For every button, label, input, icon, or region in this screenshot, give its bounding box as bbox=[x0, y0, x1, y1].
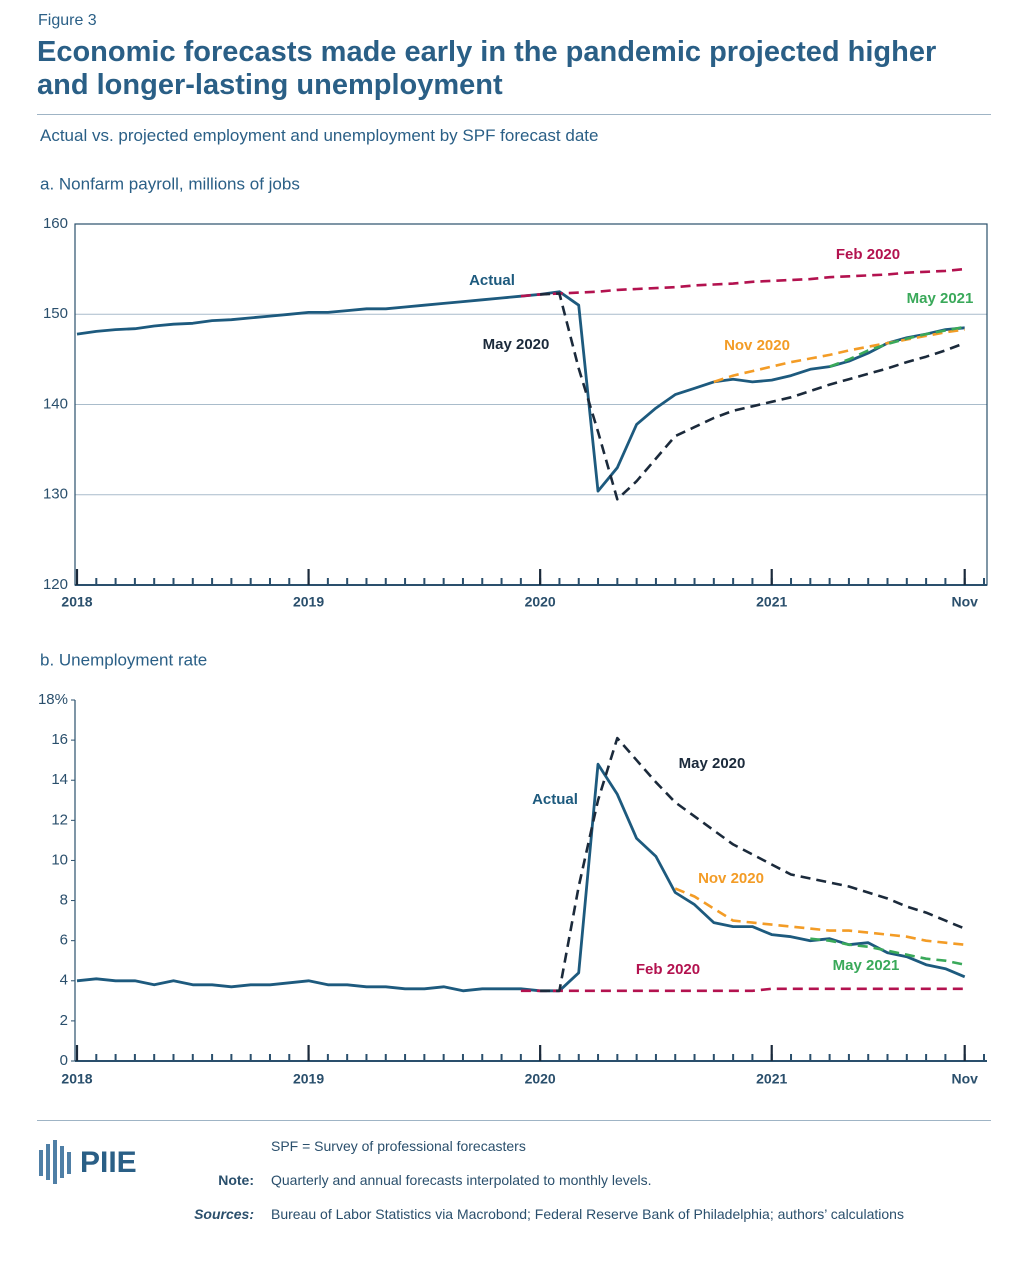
series-label: Actual bbox=[532, 791, 578, 808]
x-tick-label: 2021 bbox=[756, 1071, 787, 1087]
logo-icon bbox=[39, 1140, 71, 1184]
y-tick-label: 10 bbox=[51, 851, 68, 868]
series-label: May 2021 bbox=[833, 957, 900, 974]
x-tick-label: Nov bbox=[951, 1071, 978, 1087]
series-label: May 2021 bbox=[907, 290, 974, 307]
series-line bbox=[76, 762, 966, 993]
series-line bbox=[829, 325, 965, 368]
series-line bbox=[540, 292, 966, 501]
series-label: Actual bbox=[469, 272, 515, 289]
y-tick-label: 18% bbox=[38, 691, 68, 708]
y-tick-label: 0 bbox=[60, 1052, 68, 1069]
footer-rule bbox=[37, 1120, 991, 1121]
title: Economic forecasts made early in the pan… bbox=[37, 36, 937, 101]
y-tick-label: 16 bbox=[51, 731, 68, 748]
y-tick-label: 12 bbox=[51, 811, 68, 828]
y-tick-label: 160 bbox=[43, 215, 68, 232]
y-tick-label: 8 bbox=[60, 892, 68, 909]
series-line bbox=[520, 987, 965, 993]
series-line bbox=[520, 267, 965, 298]
x-tick-label: 2021 bbox=[756, 594, 787, 610]
x-tick-label: Nov bbox=[951, 594, 978, 610]
series-line bbox=[713, 328, 965, 384]
x-tick-label: 2018 bbox=[61, 594, 92, 610]
x-tick-label: 2020 bbox=[525, 1071, 556, 1087]
chart-title: a. Nonfarm payroll, millions of jobs bbox=[40, 174, 300, 193]
x-tick-label: 2018 bbox=[61, 1071, 92, 1087]
series-line bbox=[674, 887, 965, 946]
series-label: Nov 2020 bbox=[698, 870, 764, 887]
y-tick-label: 6 bbox=[60, 932, 68, 949]
series-label: May 2020 bbox=[679, 755, 746, 772]
note: Quarterly and annual forecasts interpola… bbox=[271, 1172, 652, 1188]
subtitle: Actual vs. projected employment and unem… bbox=[40, 126, 599, 145]
series-label: Nov 2020 bbox=[724, 337, 790, 354]
y-tick-label: 140 bbox=[43, 395, 68, 412]
y-tick-label: 150 bbox=[43, 305, 68, 322]
y-tick-label: 2 bbox=[60, 1012, 68, 1029]
note-label: Note: bbox=[218, 1172, 254, 1188]
series-label: May 2020 bbox=[483, 336, 550, 353]
series-line bbox=[810, 937, 965, 966]
series-label: Feb 2020 bbox=[836, 246, 900, 263]
abbreviation: SPF = Survey of professional forecasters bbox=[271, 1138, 526, 1154]
y-tick-label: 14 bbox=[51, 771, 68, 788]
series-label: Feb 2020 bbox=[636, 961, 700, 978]
chart-title: b. Unemployment rate bbox=[40, 650, 207, 669]
series-line bbox=[76, 290, 965, 493]
y-tick-label: 120 bbox=[43, 576, 68, 593]
x-tick-label: 2020 bbox=[525, 594, 556, 610]
sources: Bureau of Labor Statistics via Macrobond… bbox=[271, 1206, 904, 1222]
series-line bbox=[540, 736, 966, 993]
sources-label: Sources: bbox=[194, 1206, 254, 1222]
header-rule bbox=[37, 114, 991, 115]
logo-text: PIIE bbox=[80, 1146, 137, 1179]
figure-label: Figure 3 bbox=[38, 12, 97, 29]
y-tick-label: 130 bbox=[43, 486, 68, 503]
y-tick-label: 4 bbox=[60, 972, 68, 989]
x-tick-label: 2019 bbox=[293, 594, 324, 610]
x-tick-label: 2019 bbox=[293, 1071, 324, 1087]
